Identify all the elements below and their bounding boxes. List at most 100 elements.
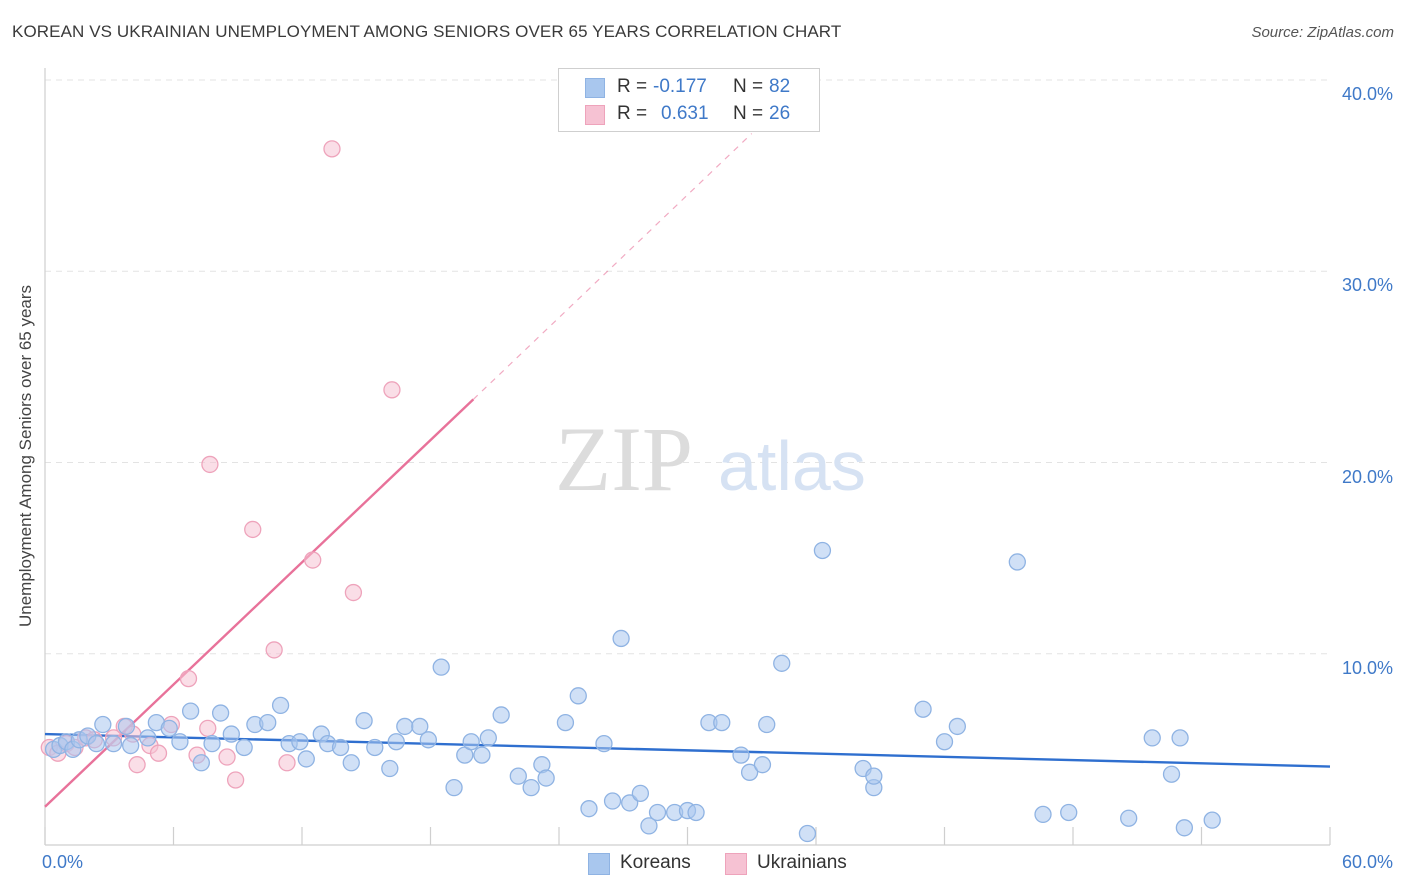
n-label: N = [733,76,764,97]
ukrainian-trend-line-extension [472,133,753,400]
n-value: 26 [769,103,791,124]
korean-point [580,800,598,818]
ukrainian-point [278,754,296,772]
korean-point [181,702,200,720]
r-value: -0.177 [653,76,707,97]
korean-point [492,706,510,724]
ukrainian-point [226,771,245,789]
ukrainian-point [344,583,363,602]
korean-point [366,738,384,757]
ukrainian-swatch [585,105,605,125]
korean-point [462,733,480,751]
r-label: R = [617,103,648,124]
korean-point [222,725,240,743]
korean-point [509,767,527,785]
korean-point [297,750,315,768]
korean-point [160,719,178,737]
ukrainian-point [323,140,341,158]
korean-point [595,734,613,753]
korean-point [342,754,360,772]
korean-point [640,817,658,835]
korean-point [740,763,759,781]
korean-point [798,824,817,843]
korean-point [192,754,210,772]
korean-point [1034,805,1052,824]
korean-point [104,734,123,753]
korean-point [631,784,650,803]
y-tick-label: 20.0% [1341,466,1393,487]
korean-point [387,733,405,751]
ukrainian-point [201,455,219,474]
korean-point [758,715,776,734]
korean-swatch [585,78,605,98]
korean-point [235,738,253,757]
korean-point [1120,809,1138,827]
ukrainian-point [304,551,322,569]
x-tick-label-max: 60.0% [1341,852,1393,872]
y-tick-label: 40.0% [1341,84,1393,104]
korean-point [687,803,705,822]
watermark-zip: ZIP [555,408,693,510]
korean-point [753,756,772,774]
ukrainian-point [265,641,283,659]
korean-point [171,733,189,751]
korean-point [432,658,450,676]
korean-point [1143,729,1161,747]
korean-point [419,731,438,749]
korean-point [139,729,157,747]
korean-point [865,767,883,785]
korean-trend-line [44,732,1331,768]
n-value: 82 [769,76,791,97]
chart-title: KOREAN VS UKRAINIAN UNEMPLOYMENT AMONG S… [12,22,842,41]
ukrainian-point [218,748,236,766]
korean-point [773,654,791,672]
korean-point [813,541,832,560]
korean-point [1203,811,1221,829]
y-tick-label: 10.0% [1341,657,1393,678]
korean-point [381,759,399,778]
axes [44,68,1331,846]
korean-point [1008,553,1026,571]
korean-point [556,713,575,732]
korean-point [537,769,555,787]
ukrainian-point [149,744,168,762]
korean-point [259,713,277,732]
korean-point [603,792,622,810]
ukrainian-point [179,669,198,688]
korean-point [935,733,954,751]
korean-point [94,715,112,734]
korean-point [331,738,350,757]
korean-point [1171,729,1189,747]
watermark: ZIP atlas [555,408,866,510]
korean-point [211,704,230,722]
korean-point [445,778,463,797]
r-label: R = [617,76,648,97]
korean-point [396,717,414,736]
ukrainian-point [199,719,217,737]
r-value: 0.631 [661,103,709,124]
ukrainian-legend-label: Ukrainians [757,852,847,873]
korean-point [122,736,140,755]
korean-point [203,734,221,753]
korean-point [914,700,932,718]
korean-legend-swatch [588,853,610,875]
korean-point [612,629,630,648]
korean-point [271,696,290,715]
watermark-atlas: atlas [718,427,866,505]
korean-legend-label: Koreans [620,852,691,873]
korean-point [732,746,750,764]
korean-point [355,712,373,730]
korean-point [291,733,309,751]
korean-point [522,778,540,797]
x-tick-label-min: 0.0% [42,852,84,872]
ukrainian-point [128,756,146,774]
korean-point [117,717,136,736]
korean-point [479,729,497,747]
data-points [40,140,1221,843]
ukrainian-point [244,520,262,539]
korean-point [1162,765,1181,783]
ukrainian-legend-swatch [725,853,747,875]
source-label: Source: ZipAtlas.com [1251,24,1394,41]
n-label: N = [733,103,764,124]
